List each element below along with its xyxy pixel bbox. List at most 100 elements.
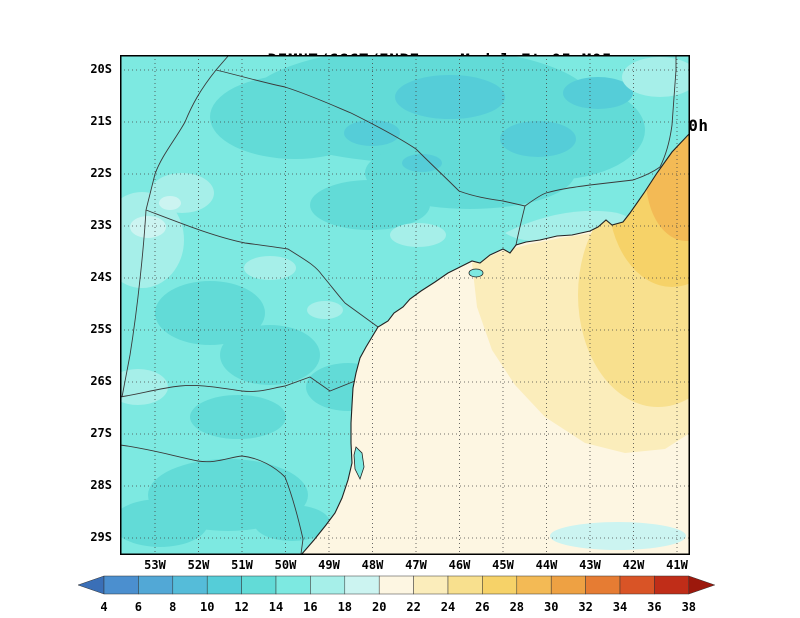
lon-label: 52W	[187, 558, 210, 572]
lon-label: 46W	[448, 558, 471, 572]
temp-patches-18-20	[130, 196, 181, 238]
temp-patch	[390, 223, 446, 247]
temp-patches-10-12	[344, 75, 633, 172]
temp-patch	[307, 301, 343, 319]
colorbar-tick-label: 4	[100, 600, 107, 614]
colorbar-cell	[447, 575, 483, 595]
coastline	[300, 132, 690, 555]
lat-label: 27S	[90, 426, 112, 440]
lat-label: 29S	[90, 530, 112, 544]
temp-patch	[402, 154, 442, 172]
colorbar-cell	[206, 575, 242, 595]
temp-patch	[130, 216, 166, 238]
island-sao-sebastiao	[468, 268, 484, 278]
lat-label: 21S	[90, 114, 112, 128]
lon-label: 48W	[361, 558, 384, 572]
temp-patch	[220, 325, 320, 385]
colorbar-tick-label: 30	[544, 600, 558, 614]
colorbar-tick-label: 16	[303, 600, 317, 614]
lon-label: 53W	[144, 558, 166, 572]
colorbar-tick-label: 34	[613, 600, 627, 614]
border-line	[215, 55, 677, 207]
lon-label: 41W	[666, 558, 688, 572]
lat-label: 23S	[90, 218, 112, 232]
border-line	[121, 209, 147, 398]
colorbar-cell	[585, 575, 621, 595]
temp-patch	[254, 505, 330, 541]
colorbar-tick-label: 8	[169, 600, 176, 614]
lon-label: 44W	[535, 558, 558, 572]
temp-patch	[155, 281, 265, 345]
border-line	[120, 444, 304, 555]
colorbar-tick-label: 28	[510, 600, 524, 614]
colorbar-cell	[378, 575, 414, 595]
colorbar-tick-label: 10	[200, 600, 214, 614]
lon-label: 43W	[579, 558, 601, 572]
lat-label: 20S	[90, 62, 112, 76]
lon-label: 47W	[405, 558, 427, 572]
colorbar-cell	[550, 575, 586, 595]
state-borders	[120, 55, 677, 555]
colorbar-cell	[516, 575, 552, 595]
border-line	[145, 55, 230, 211]
temp-patch	[120, 369, 168, 405]
colorbar-cell	[310, 575, 346, 595]
lat-label: 24S	[90, 270, 112, 284]
colorbar-tick-label: 12	[234, 600, 248, 614]
colorbar: 4 6 8 10 12 14 16 18 20 22 24 26 28 30 32 34 36 38	[77, 575, 716, 614]
temp-patch	[244, 256, 296, 280]
temp-patches-16-18	[120, 57, 690, 405]
colorbar-cell	[241, 575, 277, 595]
colorbar-cell	[172, 575, 208, 595]
temp-patch	[344, 120, 400, 146]
colorbar-arrow-low	[77, 575, 105, 595]
colorbar-cell	[275, 575, 311, 595]
colorbar-tick-label: 32	[578, 600, 592, 614]
colorbar-tick-label: 36	[647, 600, 661, 614]
colorbar-tick-label: 20	[372, 600, 386, 614]
temp-patch	[190, 395, 286, 439]
colorbar-cell	[619, 575, 655, 595]
colorbar-cell	[344, 575, 380, 595]
map-frame	[120, 55, 690, 555]
lon-label: 45W	[492, 558, 514, 572]
colorbar-cell	[413, 575, 449, 595]
lat-label: 22S	[90, 166, 112, 180]
temp-patch	[210, 75, 380, 159]
colorbar-tick-label: 26	[475, 600, 489, 614]
border-line	[120, 376, 356, 398]
temp-patch	[159, 196, 181, 210]
colorbar-tick-label: 38	[682, 600, 696, 614]
lon-label: 51W	[231, 558, 253, 572]
temp-patch	[310, 180, 430, 230]
colorbar-cell	[482, 575, 518, 595]
temp-patch	[120, 192, 184, 288]
colorbar-tick-label: 6	[135, 600, 142, 614]
colorbar-tick-label: 24	[441, 600, 455, 614]
temp-patch	[550, 522, 686, 550]
temp-patch	[622, 57, 690, 97]
lat-label: 25S	[90, 322, 112, 336]
colorbar-cell	[103, 575, 139, 595]
colorbar-cell	[138, 575, 174, 595]
temp-patch	[150, 173, 214, 213]
colorbar-arrow-high	[688, 575, 716, 595]
colorbar-tick-label: 22	[406, 600, 420, 614]
grid-lines	[120, 55, 690, 555]
temperature-map	[120, 55, 690, 555]
island-florianopolis	[353, 446, 365, 481]
lat-label: 26S	[90, 374, 112, 388]
border-line	[145, 209, 379, 328]
lon-label: 42W	[622, 558, 645, 572]
colorbar-cell	[654, 575, 690, 595]
temp-patch	[563, 77, 633, 109]
temp-patch	[505, 210, 628, 242]
border-line	[515, 205, 526, 246]
temp-patch	[395, 75, 505, 119]
lon-label: 50W	[274, 558, 297, 572]
colorbar-tick-label: 18	[338, 600, 352, 614]
temp-patch	[120, 499, 208, 547]
temp-patch	[500, 121, 576, 157]
lon-label: 49W	[318, 558, 340, 572]
